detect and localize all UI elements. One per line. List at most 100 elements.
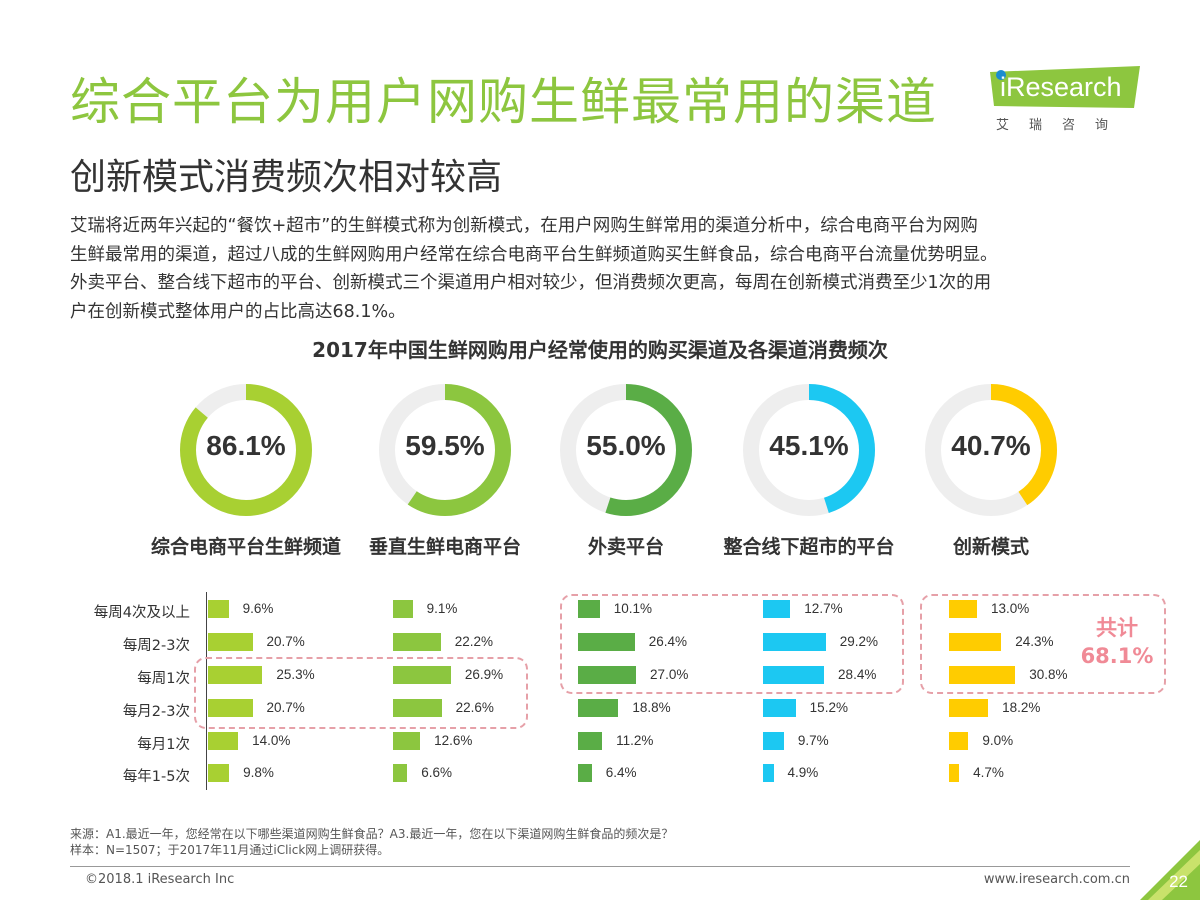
donut-chart: 45.1% [739, 380, 879, 520]
frequency-bar [763, 600, 791, 618]
frequency-bar [578, 600, 600, 618]
frequency-label: 每年1-5次 [122, 769, 190, 785]
frequency-label: 每周1次 [137, 671, 190, 687]
bar-value-label: 10.1% [613, 601, 652, 616]
page-title: 综合平台为用户网购生鲜最常用的渠道 [70, 73, 937, 131]
frequency-bar [949, 732, 969, 750]
bar-value-label: 4.7% [973, 765, 1004, 780]
donut-value-label: 59.5% [405, 430, 485, 461]
frequency-bar [949, 600, 977, 618]
donut-chart: 86.1% [176, 380, 316, 520]
donut-ring [925, 384, 1057, 516]
bar-value-label: 30.8% [1029, 667, 1068, 682]
bar-value-label: 24.3% [1015, 634, 1054, 649]
donut-value-arc [743, 384, 875, 516]
bar-value-label: 20.7% [266, 700, 305, 715]
donut-chart: 55.0% [556, 380, 696, 520]
donut-value-arc [180, 384, 312, 516]
frequency-bar [208, 764, 230, 782]
frequency-bar [949, 633, 1002, 651]
bar-value-label: 13.0% [990, 601, 1030, 616]
donut-ring [743, 384, 875, 516]
donut-value-arc [925, 384, 1057, 516]
description-line: 户在创新模式整体用户的占比高达68.1%。 [70, 301, 406, 322]
donut-value-label: 40.7% [951, 430, 1031, 461]
logo-banner-shape [990, 66, 1140, 108]
frequency-bar [208, 600, 229, 618]
channel-label: 综合电商平台生鲜频道 [150, 536, 341, 558]
highlight-box-innovation [920, 594, 1166, 694]
footer-divider [70, 866, 1130, 867]
bar-axis-line [206, 592, 207, 790]
highlight-box-takeout-supermarket [560, 594, 904, 694]
total-annotation-label: 共计 [1096, 616, 1138, 640]
page-subtitle: 创新模式消费频次相对较高 [70, 157, 503, 198]
bar-value-label: 22.6% [455, 700, 494, 715]
copyright: ©2018.1 iResearch Inc [85, 872, 235, 887]
frequency-label: 每月2-3次 [122, 704, 190, 720]
total-annotation: 共计 68.1% [1072, 614, 1162, 670]
donut-value-arc [379, 384, 511, 516]
frequency-bar [578, 666, 637, 684]
description-line: 外卖平台、整合线下超市的平台、创新模式三个渠道用户相对较少，但消费频次更高，每周… [70, 273, 992, 293]
bar-value-label: 9.7% [797, 733, 829, 748]
description-line: 艾瑞将近两年兴起的“餐饮+超市”的生鲜模式称为创新模式，在用户网购生鲜常用的渠道… [70, 216, 978, 236]
bar-value-label: 12.6% [434, 733, 473, 748]
bar-value-label: 9.0% [982, 733, 1014, 748]
donut-chart: 40.7% [921, 380, 1061, 520]
page-corner-shape [1140, 840, 1200, 900]
donut-value-label: 55.0% [586, 430, 666, 461]
frequency-bar [393, 600, 413, 618]
bar-value-label: 22.2% [454, 634, 493, 649]
bar-value-label: 4.9% [787, 765, 819, 780]
frequency-bar [208, 732, 239, 750]
frequency-bar [763, 633, 826, 651]
logo-subtext: 艾瑞咨询 [996, 118, 1129, 133]
donut-value-label: 86.1% [206, 430, 286, 461]
frequency-bar [393, 633, 441, 651]
chart-title: 2017年中国生鲜网购用户经常使用的购买渠道及各渠道消费频次 [312, 338, 888, 362]
source-note: 来源：A1.最近一年，您经常在以下哪些渠道网购生鲜食品？A3.最近一年，您在以下… [70, 826, 673, 858]
source-line: 来源：A1.最近一年，您经常在以下哪些渠道网购生鲜食品？A3.最近一年，您在以下… [70, 827, 674, 841]
frequency-bar [578, 764, 592, 782]
sample-line: 样本：N=1507；于2017年11月通过iClick网上调研获得。 [70, 843, 390, 857]
bar-value-label: 18.8% [632, 700, 671, 715]
iresearch-logo: iResearch 艾瑞咨询 [990, 62, 1140, 140]
website-link[interactable]: www.iresearch.com.cn [983, 872, 1130, 887]
frequency-bar [763, 732, 784, 750]
page-number: 22 [1169, 872, 1188, 891]
frequency-bar [208, 666, 263, 684]
bar-value-label: 26.4% [648, 634, 688, 649]
channel-label: 创新模式 [952, 536, 1029, 558]
frequency-bar [578, 699, 619, 717]
logo-text: iResearch [1000, 72, 1122, 102]
bar-value-label: 20.7% [266, 634, 305, 649]
bar-value-label: 14.0% [252, 733, 291, 748]
frequency-bar [949, 699, 989, 717]
frequency-label: 每月1次 [137, 737, 190, 753]
bar-value-label: 9.1% [426, 601, 458, 616]
frequency-label: 每周4次及以上 [93, 605, 190, 621]
donut-value-label: 45.1% [769, 430, 849, 461]
frequency-bar [578, 732, 603, 750]
frequency-bar [393, 699, 442, 717]
bar-value-label: 18.2% [1002, 700, 1041, 715]
frequency-bar [763, 699, 796, 717]
donut-value-arc [560, 384, 692, 516]
description-line: 生鲜最常用的渠道，超过八成的生鲜网购用户经常在综合电商平台生鲜频道购买生鲜食品，… [70, 244, 998, 265]
bar-value-label: 6.4% [605, 765, 637, 780]
donut-ring [560, 384, 692, 516]
donut-ring [379, 384, 511, 516]
bar-value-label: 28.4% [838, 667, 877, 682]
bar-value-label: 9.8% [243, 765, 274, 780]
channel-label: 外卖平台 [587, 536, 664, 558]
frequency-bar [949, 666, 1016, 684]
frequency-bar [393, 666, 451, 684]
frequency-bar [208, 699, 253, 717]
frequency-bar [949, 764, 960, 782]
bar-value-label: 27.0% [650, 667, 689, 682]
bar-value-label: 12.7% [804, 601, 843, 616]
bar-value-label: 6.6% [421, 765, 452, 780]
total-annotation-value: 68.1% [1080, 644, 1154, 668]
frequency-label: 每周2-3次 [122, 638, 190, 654]
